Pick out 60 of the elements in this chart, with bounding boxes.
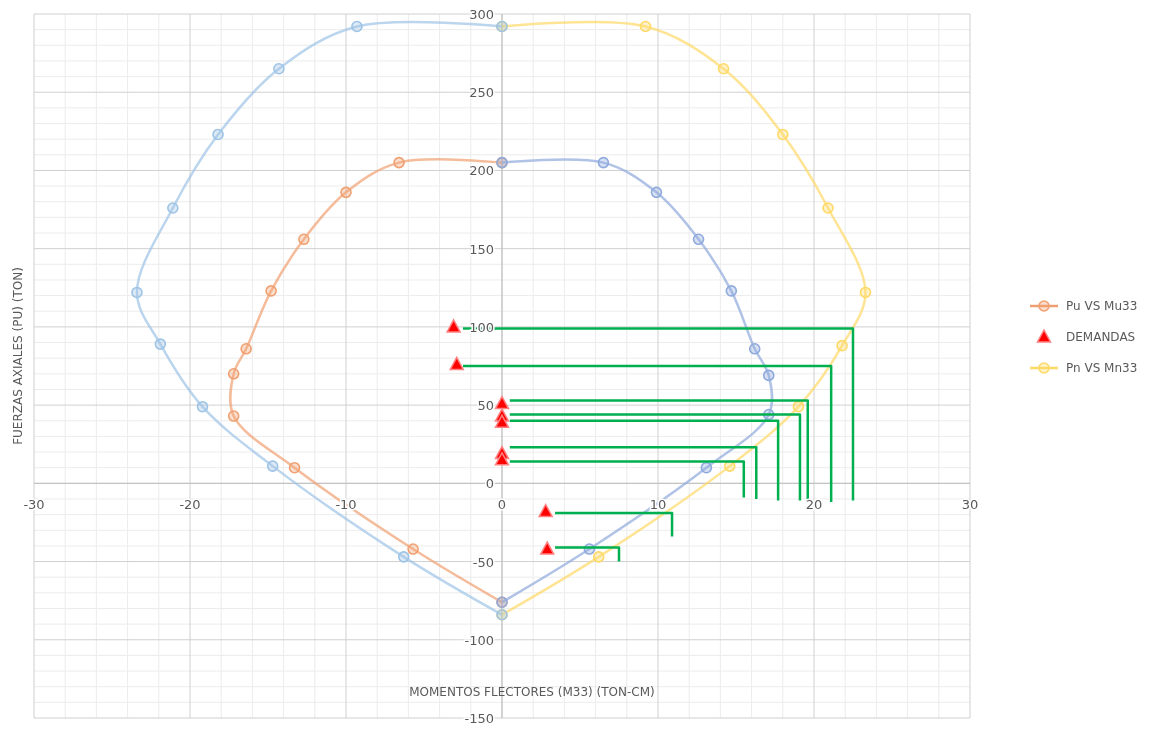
y-tick-label: -100 (464, 632, 494, 648)
point (393, 156, 405, 169)
point (762, 369, 775, 382)
point (273, 62, 285, 75)
x-tick-label: 30 (961, 497, 979, 513)
point (748, 342, 761, 355)
y-tick-label: -50 (472, 554, 494, 570)
y-tick-label: 300 (469, 7, 494, 22)
point (836, 339, 848, 352)
point (639, 20, 652, 33)
y-tick-label: 250 (469, 85, 494, 101)
point (692, 233, 705, 246)
x-tick-label: 20 (805, 497, 823, 513)
x-tick-label: -30 (23, 497, 45, 513)
point (494, 395, 510, 410)
point (859, 286, 872, 299)
point (700, 461, 713, 474)
x-tick-label: 0 (497, 497, 507, 513)
point (131, 286, 143, 299)
legend-label: Pn VS Mn33 (1066, 361, 1138, 375)
legend-label: Pu VS Mu33 (1066, 299, 1138, 313)
y-tick-label: 200 (469, 163, 494, 179)
point (538, 503, 553, 518)
x-tick-label: -20 (179, 497, 201, 513)
point (494, 414, 510, 429)
x-tick-label: 10 (649, 497, 667, 513)
point (397, 551, 410, 563)
point (592, 551, 605, 563)
legend-label: DEMANDAS (1066, 330, 1136, 344)
point (240, 342, 252, 355)
point (298, 233, 310, 246)
point (407, 543, 419, 555)
point (265, 285, 277, 297)
point (539, 541, 555, 555)
y-tick-label: 0 (485, 476, 494, 492)
point (288, 461, 301, 474)
point (792, 400, 805, 413)
point (154, 338, 167, 350)
point (494, 452, 510, 466)
point (227, 410, 240, 422)
point (351, 20, 363, 33)
point (446, 319, 461, 333)
point (266, 460, 279, 472)
point (597, 156, 610, 169)
y-tick-label: 150 (469, 241, 494, 257)
y-axis-title: FUERZAS AXIALES (PU) (TON) (11, 267, 25, 445)
point (340, 186, 352, 199)
point (650, 186, 663, 199)
point (822, 202, 834, 214)
point (777, 128, 789, 141)
point (196, 400, 209, 413)
x-axis-title: MOMENTOS FLECTORES (M33) (TON-CM) (409, 685, 655, 699)
point (212, 128, 224, 141)
point (167, 202, 179, 214)
y-tick-label: -150 (464, 711, 494, 726)
y-tick-label: 50 (477, 398, 494, 414)
point (227, 368, 240, 380)
point (717, 62, 730, 75)
point (725, 285, 738, 297)
point (449, 356, 465, 371)
